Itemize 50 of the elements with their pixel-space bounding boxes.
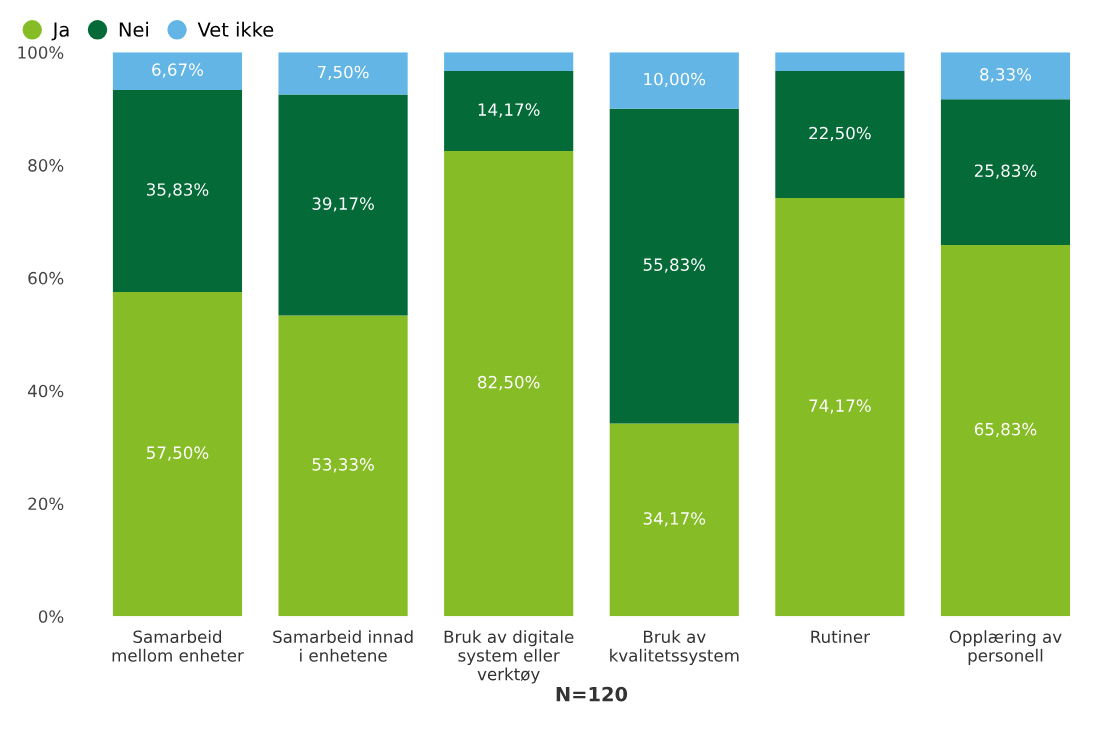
data-label: 74,17% (809, 399, 871, 414)
data-label: 53,33% (312, 458, 374, 473)
data-label: 35,83% (146, 183, 209, 198)
bar (609, 108, 739, 424)
x-tick-label: Bruk av digitale system eller verktøy (444, 630, 574, 684)
bar (609, 52, 739, 109)
bar (940, 52, 1071, 100)
data-label: 8,33% (980, 68, 1032, 83)
bar (278, 52, 408, 95)
data-label: 7,50% (317, 65, 369, 80)
legend-label: Ja (51, 22, 69, 41)
y-tick-label: 0% (38, 610, 64, 623)
y-tick-label: 100% (18, 46, 64, 59)
data-label: 65,83% (974, 422, 1037, 438)
data-label: 82,50% (478, 375, 540, 391)
data-label: 57,50% (146, 446, 209, 461)
bar (609, 423, 739, 617)
bar (278, 315, 408, 617)
bar (775, 71, 905, 198)
data-label: 34,17% (643, 512, 706, 527)
y-tick-label: 20% (28, 497, 64, 511)
x-tick-label: Rutiner (811, 630, 870, 644)
x-tick-label: Samarbeid innad i enhetene (273, 630, 413, 662)
bar (444, 150, 574, 617)
bar (775, 52, 905, 72)
legend-label: Vet ikke (197, 21, 274, 37)
data-label: 10,00% (644, 72, 706, 88)
bar (444, 52, 574, 72)
data-label: 39,17% (312, 197, 374, 212)
x-tick-label: Samarbeid mellom enheter (112, 630, 244, 662)
bar (112, 291, 243, 617)
x-axis-title: N=120 (556, 686, 628, 702)
x-tick-label: Bruk av kvalitetssystem (610, 630, 739, 665)
bar (940, 99, 1071, 245)
bar (112, 52, 243, 90)
bar (940, 245, 1071, 617)
data-label: 55,83% (643, 258, 706, 273)
data-label: 22,50% (809, 126, 871, 142)
data-label: 6,67% (152, 63, 204, 78)
y-tick-label: 80% (28, 159, 64, 172)
y-tick-label: 40% (28, 384, 64, 398)
y-tick-label: 60% (28, 271, 64, 285)
bar (444, 71, 574, 151)
bar (278, 94, 408, 316)
bar (775, 197, 905, 617)
data-label: 25,83% (974, 164, 1037, 179)
legend-label: Nei (119, 21, 149, 37)
bar (112, 89, 243, 292)
data-label: 14,17% (478, 103, 540, 118)
x-tick-label: Opplæring av personell (949, 630, 1062, 665)
